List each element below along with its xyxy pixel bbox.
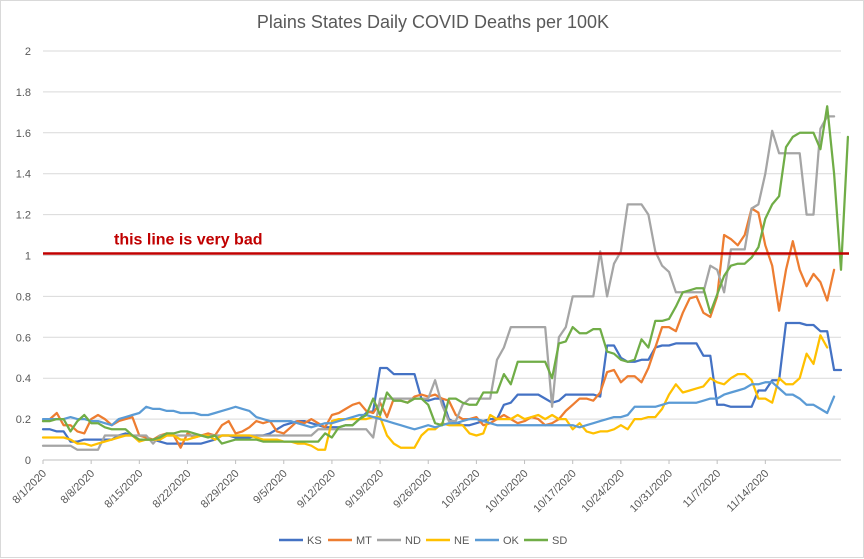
x-tick-label: 11/7/2020 (681, 468, 724, 511)
y-tick-label: 2 (25, 46, 31, 58)
x-tick-label: 9/19/2020 (343, 468, 386, 511)
reference-line-label: this line is very bad (114, 231, 263, 248)
y-tick-label: 1.4 (16, 169, 31, 181)
y-tick-label: 0.6 (16, 332, 31, 344)
x-tick-label: 11/14/2020 (725, 468, 772, 515)
x-tick-label: 10/24/2020 (580, 468, 627, 515)
x-tick-label: 8/1/2020 (10, 468, 49, 507)
chart-title: Plains States Daily COVID Deaths per 100… (257, 12, 609, 32)
legend-label-ks: KS (307, 535, 322, 547)
legend-label-nd: ND (405, 535, 421, 547)
y-tick-label: 0.4 (16, 373, 31, 385)
y-tick-label: 1.2 (16, 210, 31, 222)
y-tick-label: 0 (25, 455, 31, 467)
x-axis: 8/1/2020 8/8/2020 8/15/2020 8/22/2020 8/29/2… (10, 460, 841, 515)
x-tick-label: 9/12/2020 (295, 468, 338, 511)
x-tick-label: 10/3/2020 (439, 468, 482, 511)
legend-label-mt: MT (356, 535, 372, 547)
x-tick-label: 9/5/2020 (251, 468, 290, 507)
x-tick-label: 8/22/2020 (150, 468, 193, 511)
x-tick-label: 8/15/2020 (102, 468, 145, 511)
x-tick-label: 10/31/2020 (628, 468, 675, 515)
legend-label-sd: SD (552, 535, 567, 547)
reference-line-group: this line is very bad (43, 231, 849, 253)
y-tick-label: 1 (25, 251, 31, 263)
y-tick-label: 0.2 (16, 414, 31, 426)
y-axis: 0 0.2 0.4 0.6 0.8 1 1.2 1.4 1.6 1.8 2 (16, 46, 31, 467)
y-tick-label: 1.6 (16, 128, 31, 140)
legend-label-ne: NE (454, 535, 469, 547)
x-tick-label: 9/26/2020 (391, 468, 434, 511)
x-tick-label: 8/8/2020 (59, 468, 98, 507)
series-line-ne (43, 335, 827, 450)
x-tick-label: 10/10/2020 (483, 468, 530, 515)
y-tick-label: 0.8 (16, 291, 31, 303)
series-lines (43, 106, 848, 450)
y-tick-label: 1.8 (16, 87, 31, 99)
legend: KS MT ND NE OK SD (279, 535, 567, 547)
x-tick-label: 8/29/2020 (199, 468, 242, 511)
x-tick-label: 10/17/2020 (531, 468, 578, 515)
legend-label-ok: OK (503, 535, 520, 547)
